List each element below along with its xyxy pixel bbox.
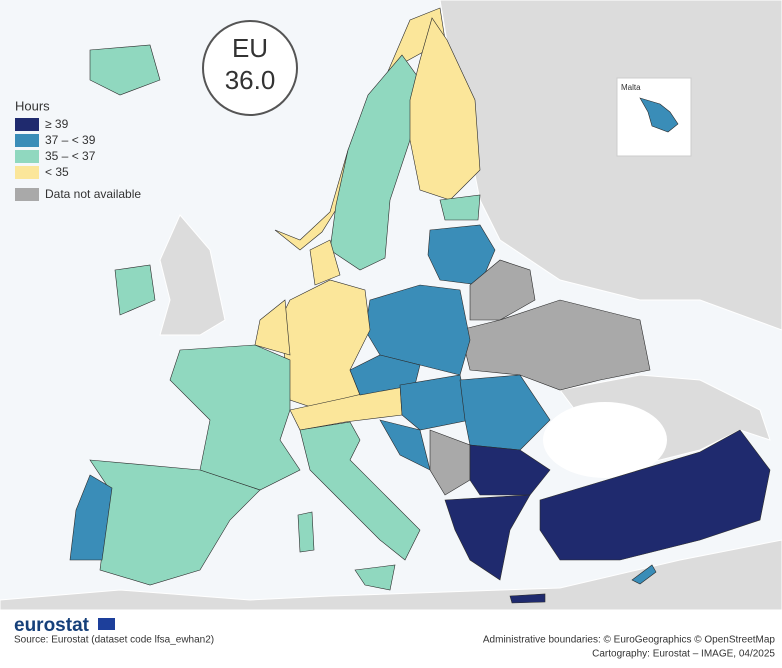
greece [444, 494, 531, 581]
denmark [309, 239, 341, 286]
estonia [439, 194, 481, 221]
cyprus [631, 564, 657, 585]
turkey [539, 429, 771, 561]
eu-flag [98, 618, 115, 630]
legend-swatch [15, 150, 39, 163]
portugal [69, 474, 113, 561]
belarus [469, 259, 536, 321]
legend-label: < 35 [45, 165, 69, 179]
legend-label: Data not available [45, 187, 141, 201]
badge-label: EU [232, 33, 268, 63]
malta [639, 97, 679, 133]
black-sea [543, 402, 667, 478]
germany [279, 279, 371, 411]
france [169, 344, 301, 491]
legend-swatch [15, 188, 39, 201]
benelux [254, 299, 291, 356]
ukraine [459, 299, 651, 391]
credit: Cartography: Eurostat – IMAGE, 04/2025 [592, 649, 775, 660]
ireland [114, 264, 156, 316]
legend-swatch [15, 118, 39, 131]
western-balkans [429, 429, 471, 496]
sicily [354, 564, 396, 591]
legend-swatch [15, 166, 39, 179]
slovakia-hungary [399, 374, 471, 431]
legend-label: 37 – < 39 [45, 133, 96, 147]
crete [509, 593, 546, 604]
iceland [89, 44, 161, 96]
credit: Administrative boundaries: © EuroGeograp… [483, 635, 776, 646]
legend: ≥ 39 37 – < 39 35 – < 37 < 35 Data not avail… [15, 117, 141, 201]
inset-label: Malta [621, 83, 641, 92]
legend-title: Hours [15, 98, 50, 113]
legend-label: ≥ 39 [45, 117, 69, 131]
logo: eurostat [14, 615, 90, 636]
legend-swatch [15, 134, 39, 147]
malta-inset: Malta [616, 77, 692, 157]
eu-badge [202, 20, 298, 116]
non-eu-land [159, 214, 226, 336]
footer [0, 610, 782, 668]
legend-label: 35 – < 37 [45, 149, 96, 163]
sardinia [297, 511, 315, 553]
badge-value: 36.0 [225, 65, 276, 95]
finland [409, 17, 481, 201]
source: Source: Eurostat (dataset code lfsa_ewha… [14, 635, 214, 646]
italy [299, 421, 421, 561]
